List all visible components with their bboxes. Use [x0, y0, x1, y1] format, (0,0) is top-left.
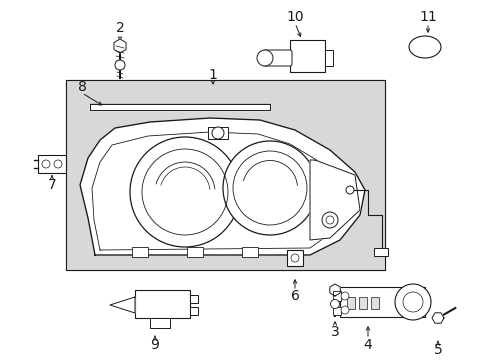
Polygon shape: [329, 284, 340, 296]
Text: 5: 5: [433, 343, 442, 357]
FancyBboxPatch shape: [190, 307, 198, 315]
FancyBboxPatch shape: [135, 290, 190, 318]
Text: 6: 6: [290, 289, 299, 303]
FancyBboxPatch shape: [373, 248, 387, 256]
Text: 11: 11: [418, 10, 436, 24]
FancyBboxPatch shape: [325, 50, 332, 66]
Polygon shape: [431, 313, 443, 323]
FancyBboxPatch shape: [332, 307, 340, 315]
FancyBboxPatch shape: [339, 287, 424, 317]
Text: 9: 9: [150, 338, 159, 352]
FancyBboxPatch shape: [370, 297, 378, 309]
Circle shape: [394, 284, 430, 320]
FancyBboxPatch shape: [190, 295, 198, 303]
FancyBboxPatch shape: [346, 297, 354, 309]
Text: 7: 7: [47, 178, 56, 192]
Polygon shape: [110, 297, 135, 313]
Ellipse shape: [408, 36, 440, 58]
Circle shape: [130, 137, 240, 247]
Circle shape: [257, 50, 272, 66]
Circle shape: [212, 127, 224, 139]
FancyBboxPatch shape: [263, 50, 291, 66]
Text: 1: 1: [208, 68, 217, 82]
Circle shape: [340, 306, 348, 314]
FancyBboxPatch shape: [132, 247, 148, 257]
Text: 8: 8: [78, 80, 86, 94]
FancyBboxPatch shape: [242, 247, 258, 257]
Text: 3: 3: [330, 325, 339, 339]
Circle shape: [330, 300, 339, 309]
Circle shape: [340, 292, 348, 300]
FancyBboxPatch shape: [207, 127, 227, 139]
Text: 4: 4: [363, 338, 372, 352]
FancyBboxPatch shape: [38, 155, 66, 173]
Polygon shape: [90, 104, 269, 110]
Circle shape: [223, 141, 316, 235]
Circle shape: [115, 60, 125, 70]
FancyBboxPatch shape: [150, 318, 170, 328]
FancyBboxPatch shape: [186, 247, 203, 257]
Polygon shape: [66, 80, 384, 270]
Circle shape: [321, 212, 337, 228]
FancyBboxPatch shape: [289, 40, 325, 72]
Polygon shape: [309, 160, 359, 240]
FancyBboxPatch shape: [332, 291, 340, 301]
FancyBboxPatch shape: [286, 250, 303, 266]
Text: 2: 2: [115, 21, 124, 35]
Text: 10: 10: [285, 10, 303, 24]
Circle shape: [346, 186, 353, 194]
FancyBboxPatch shape: [358, 297, 366, 309]
Polygon shape: [80, 118, 364, 255]
Polygon shape: [114, 39, 126, 53]
